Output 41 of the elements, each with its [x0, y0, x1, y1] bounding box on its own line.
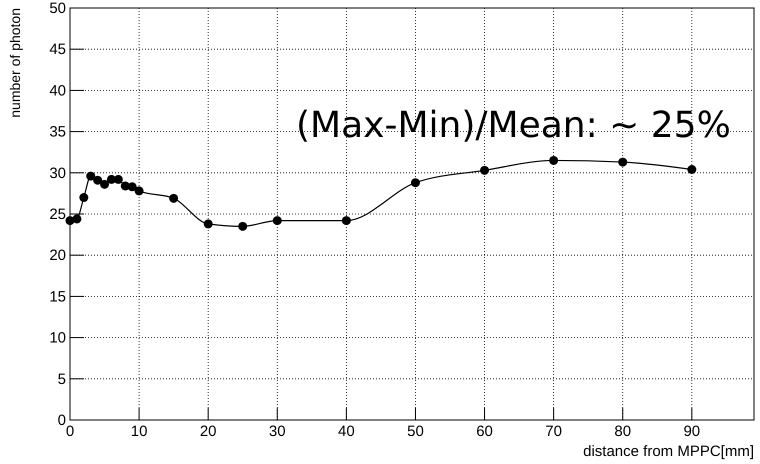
point [86, 172, 96, 181]
point [238, 222, 248, 231]
point [100, 180, 110, 189]
y-tick-label: 30 [49, 164, 66, 182]
point [169, 194, 178, 203]
y-tick-label: 20 [49, 247, 66, 264]
y-axis-title: number of photon [7, 8, 23, 118]
point [549, 156, 558, 165]
point [480, 166, 490, 175]
point [114, 174, 123, 184]
point [134, 186, 144, 196]
y-tick-label: 40 [49, 82, 66, 100]
y-tick-label: 25 [49, 206, 66, 223]
point [204, 219, 213, 228]
y-tick-label: 15 [49, 288, 66, 306]
y-tick-label: 45 [49, 41, 66, 58]
x-axis-title: distance from MPPC[mm] [583, 443, 754, 460]
point [79, 193, 88, 202]
x-tick-label: 40 [338, 423, 355, 440]
y-tick-label: 0 [58, 412, 66, 429]
x-tick-label: 30 [268, 423, 286, 440]
x-tick-label: 50 [407, 423, 424, 440]
x-tick-label: 10 [130, 423, 148, 440]
point [128, 182, 137, 192]
point [687, 165, 696, 174]
y-tick-label: 35 [49, 124, 66, 141]
point [618, 158, 628, 167]
x-tick-label: 80 [614, 423, 632, 440]
x-tick-label: 90 [683, 423, 700, 440]
point [410, 178, 420, 188]
point [342, 216, 351, 226]
y-tick-label: 10 [49, 330, 66, 347]
x-tick-label: 20 [200, 423, 217, 440]
x-tick-label: 60 [476, 423, 493, 440]
x-tick-label: 70 [545, 423, 562, 440]
annotation: (Max-Min)/Mean: ~ 25% [296, 105, 731, 146]
point [272, 216, 282, 226]
y-tick-label: 50 [49, 0, 66, 17]
y-tick-label: 5 [58, 370, 66, 388]
point [72, 214, 82, 224]
point [93, 176, 102, 185]
